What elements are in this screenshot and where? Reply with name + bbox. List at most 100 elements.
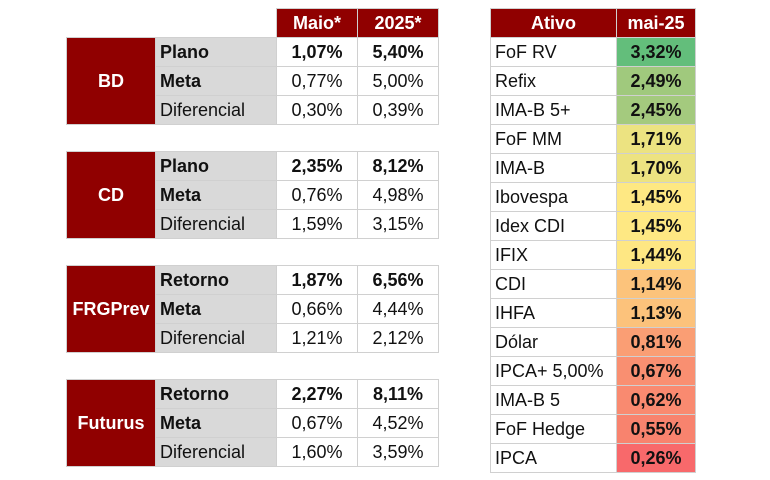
header-row: Maio* 2025*	[67, 8, 439, 38]
table-row: CD Plano 2,35% 8,12%	[66, 151, 439, 239]
table-row: Diferencial 0,30% 0,39%	[67, 95, 439, 125]
asset-return: 1,70%	[616, 153, 696, 183]
header-mai25: mai-25	[616, 8, 696, 38]
value-2025: 4,52%	[357, 408, 439, 438]
table-row: FRGPrev Retorno 1,87% 6,56%	[66, 265, 439, 353]
value-2025: 6,56%	[357, 265, 439, 295]
value-maio: 1,07%	[276, 37, 358, 67]
spacer-row	[67, 239, 439, 266]
group-label: FRGPrev	[66, 265, 156, 353]
row-label: Plano	[155, 151, 277, 181]
asset-return: 1,45%	[616, 211, 696, 241]
value-maio: 1,59%	[276, 209, 358, 239]
value-2025: 4,98%	[357, 180, 439, 210]
header-ativo: Ativo	[490, 8, 617, 38]
blank-cell	[67, 9, 277, 38]
spacer	[67, 239, 439, 266]
value-maio: 2,27%	[276, 379, 358, 409]
asset-return: 1,14%	[616, 269, 696, 299]
value-2025: 2,12%	[357, 323, 439, 353]
value-2025: 5,40%	[357, 37, 439, 67]
table-row: BD Plano 1,07% 5,40%	[66, 37, 439, 125]
table-row: IPCA+ 5,00% 0,67%	[490, 356, 696, 386]
table-row: Diferencial 1,59% 3,15%	[67, 209, 439, 239]
asset-return: 0,81%	[616, 327, 696, 357]
table-row: IMA-B 5+ 2,45%	[490, 95, 696, 125]
asset-return: 2,49%	[616, 66, 696, 96]
table-row: Meta 0,77% 5,00%	[67, 66, 439, 96]
asset-name: IPCA	[490, 443, 617, 473]
asset-name: Dólar	[490, 327, 617, 357]
row-label: Meta	[155, 66, 277, 96]
asset-name: IFIX	[490, 240, 617, 270]
value-maio: 1,21%	[276, 323, 358, 353]
table-row: Diferencial 1,60% 3,59%	[67, 437, 439, 467]
row-label: Diferencial	[155, 209, 277, 239]
value-maio: 1,87%	[276, 265, 358, 295]
row-label: Retorno	[155, 379, 277, 409]
table-row: Diferencial 1,21% 2,12%	[67, 323, 439, 353]
value-2025: 4,44%	[357, 294, 439, 324]
asset-name: IMA-B 5	[490, 385, 617, 415]
value-maio: 0,30%	[276, 95, 358, 125]
table-row: FoF Hedge 0,55%	[490, 414, 696, 444]
row-label: Diferencial	[155, 437, 277, 467]
asset-name: IPCA+ 5,00%	[490, 356, 617, 386]
table-row: Dólar 0,81%	[490, 327, 696, 357]
row-label: Diferencial	[155, 95, 277, 125]
table-row: IFIX 1,44%	[490, 240, 696, 270]
spacer	[67, 353, 439, 380]
value-2025: 0,39%	[357, 95, 439, 125]
value-maio: 0,67%	[276, 408, 358, 438]
table-row: FoF RV 3,32%	[490, 37, 696, 67]
group-label: BD	[66, 37, 156, 125]
value-maio: 1,60%	[276, 437, 358, 467]
asset-name: IMA-B	[490, 153, 617, 183]
asset-return: 3,32%	[616, 37, 696, 67]
header-2025: 2025*	[357, 8, 439, 38]
asset-return: 0,55%	[616, 414, 696, 444]
header-maio: Maio*	[276, 8, 358, 38]
asset-name: FoF Hedge	[490, 414, 617, 444]
table-row: Refix 2,49%	[490, 66, 696, 96]
asset-return: 1,44%	[616, 240, 696, 270]
value-maio: 0,66%	[276, 294, 358, 324]
asset-return: 0,62%	[616, 385, 696, 415]
asset-return: 0,67%	[616, 356, 696, 386]
value-maio: 0,76%	[276, 180, 358, 210]
value-maio: 0,77%	[276, 66, 358, 96]
table-row: Meta 0,67% 4,52%	[67, 408, 439, 438]
spacer-row	[67, 353, 439, 380]
group-label: CD	[66, 151, 156, 239]
assets-returns-table: Ativo mai-25 FoF RV 3,32% Refix 2,49% IMA-B 5+…	[490, 8, 696, 473]
row-label: Meta	[155, 408, 277, 438]
asset-return: 0,26%	[616, 443, 696, 473]
table-row: CDI 1,14%	[490, 269, 696, 299]
asset-return: 2,45%	[616, 95, 696, 125]
asset-name: IMA-B 5+	[490, 95, 617, 125]
table-row: Ibovespa 1,45%	[490, 182, 696, 212]
row-label: Meta	[155, 180, 277, 210]
spacer-row	[67, 125, 439, 152]
asset-name: FoF MM	[490, 124, 617, 154]
value-2025: 3,15%	[357, 209, 439, 239]
table-row: Futurus Retorno 2,27% 8,11%	[66, 379, 439, 467]
row-label: Plano	[155, 37, 277, 67]
asset-return: 1,13%	[616, 298, 696, 328]
row-label: Diferencial	[155, 323, 277, 353]
asset-name: Ibovespa	[490, 182, 617, 212]
table-row: IPCA 0,26%	[490, 443, 696, 473]
value-2025: 8,11%	[357, 379, 439, 409]
table-row: Meta 0,66% 4,44%	[67, 294, 439, 324]
table-row: IMA-B 5 0,62%	[490, 385, 696, 415]
asset-name: Refix	[490, 66, 617, 96]
table-row: FoF MM 1,71%	[490, 124, 696, 154]
header-row: Ativo mai-25	[490, 8, 696, 38]
row-label: Meta	[155, 294, 277, 324]
value-maio: 2,35%	[276, 151, 358, 181]
asset-name: CDI	[490, 269, 617, 299]
value-2025: 3,59%	[357, 437, 439, 467]
asset-name: IHFA	[490, 298, 617, 328]
spacer	[67, 125, 439, 152]
table-row: IHFA 1,13%	[490, 298, 696, 328]
